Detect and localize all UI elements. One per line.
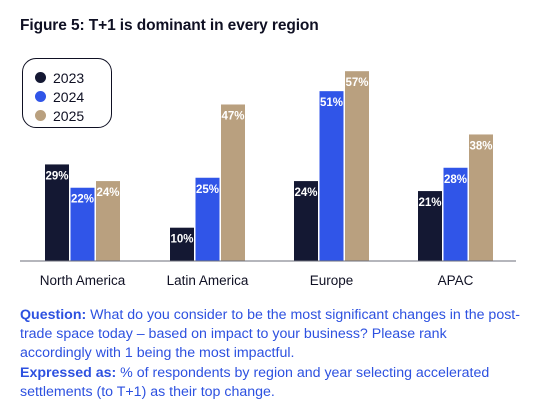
expressed-label: Expressed as: bbox=[20, 364, 117, 381]
data-label-north-america-2023: 29% bbox=[45, 170, 68, 182]
chart-legend: 2023 2024 2025 bbox=[22, 58, 112, 128]
data-label-latin-america-2024: 25% bbox=[196, 184, 219, 196]
legend-label-2024: 2024 bbox=[53, 88, 85, 105]
bar-north-america-2023 bbox=[45, 164, 69, 261]
figure-title: Figure 5: T+1 is dominant in every regio… bbox=[20, 17, 319, 34]
data-label-europe-2023: 24% bbox=[294, 187, 317, 199]
figure-caption: Question: What do you consider to be the… bbox=[20, 306, 520, 402]
bar-apac-2023 bbox=[418, 191, 442, 261]
bar-europe-2025 bbox=[345, 71, 369, 261]
data-label-north-america-2025: 24% bbox=[96, 187, 119, 199]
bar-latin-america-2025 bbox=[221, 104, 245, 262]
bar-north-america-2024 bbox=[70, 187, 95, 261]
question-line: Question: What do you consider to be the… bbox=[20, 306, 520, 364]
legend-item-2024: 2024 bbox=[35, 87, 111, 106]
bar-north-america-2025 bbox=[96, 181, 120, 261]
data-label-north-america-2024: 22% bbox=[71, 194, 94, 206]
bar-europe-2024 bbox=[319, 91, 344, 261]
bar-apac-2025 bbox=[469, 134, 493, 261]
expressed-text: % of respondents by region and year sele… bbox=[20, 364, 490, 400]
data-label-latin-america-2023: 10% bbox=[170, 234, 193, 246]
legend-swatch-2025 bbox=[35, 110, 46, 121]
legend-label-2023: 2023 bbox=[53, 69, 85, 86]
data-label-apac-2024: 28% bbox=[444, 174, 467, 186]
data-label-apac-2025: 38% bbox=[469, 140, 492, 152]
bar-apac-2024 bbox=[443, 167, 468, 261]
legend-swatch-2023 bbox=[35, 72, 46, 83]
x-tick-label-europe: Europe bbox=[310, 273, 354, 288]
question-label: Question: bbox=[20, 307, 87, 323]
data-label-europe-2025: 57% bbox=[345, 77, 368, 89]
legend-item-2025: 2025 bbox=[35, 106, 111, 125]
bar-europe-2023 bbox=[294, 181, 318, 261]
bar-latin-america-2023 bbox=[170, 227, 194, 261]
question-text: What do you consider to be the most sign… bbox=[20, 307, 520, 362]
legend-label-2025: 2025 bbox=[53, 107, 85, 124]
x-tick-label-apac: APAC bbox=[438, 273, 474, 288]
legend-item-2023: 2023 bbox=[35, 68, 111, 87]
legend-swatch-2024 bbox=[35, 91, 46, 102]
data-label-europe-2024: 51% bbox=[320, 97, 343, 109]
data-label-latin-america-2025: 47% bbox=[221, 110, 244, 122]
expressed-line: Expressed as: % of respondents by region… bbox=[20, 364, 520, 402]
x-tick-label-latin-america: Latin America bbox=[167, 273, 249, 288]
data-label-apac-2023: 21% bbox=[418, 197, 441, 209]
bar-latin-america-2024 bbox=[195, 177, 220, 261]
x-tick-label-north-america: North America bbox=[40, 273, 126, 288]
